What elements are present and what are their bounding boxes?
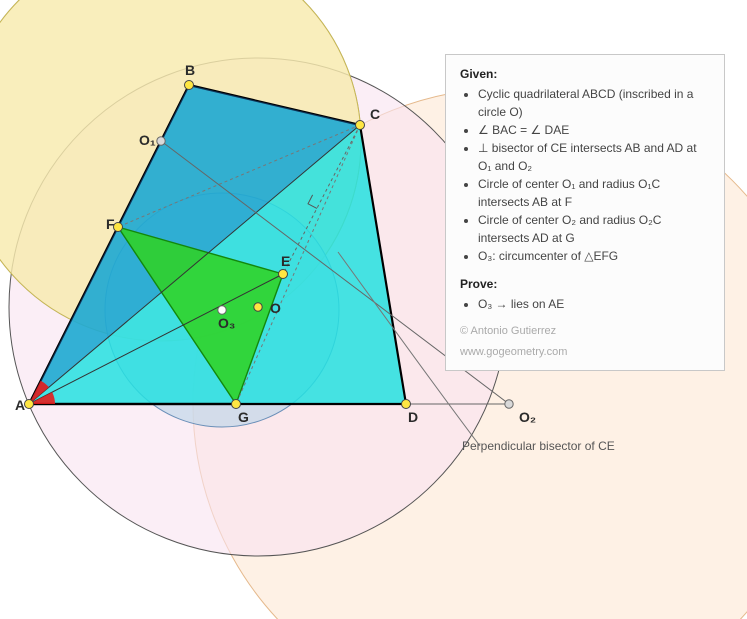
point-c	[356, 121, 365, 130]
point-d	[402, 400, 411, 409]
given-item: O₃: circumcenter of △EFG	[478, 247, 710, 265]
prove-list: O₃ → lies on AE	[460, 295, 710, 313]
point-o3	[218, 306, 226, 314]
given-heading: Given:	[460, 67, 497, 81]
given-item: Circle of center O₁ and radius O₁C inter…	[478, 175, 710, 211]
given-list: Cyclic quadrilateral ABCD (inscribed in …	[460, 85, 710, 265]
label-e: E	[281, 253, 290, 269]
label-d: D	[408, 409, 418, 425]
credit-site: www.gogeometry.com	[460, 344, 710, 361]
label-c: C	[370, 106, 380, 122]
point-o	[254, 303, 262, 311]
credit-author: © Antonio Gutierrez	[460, 323, 710, 340]
prove-heading: Prove:	[460, 277, 497, 291]
point-f	[114, 223, 123, 232]
leader-label: Perpendicular bisector of CE	[462, 439, 615, 453]
label-f: F	[106, 216, 115, 232]
label-o3: O₃	[218, 315, 235, 331]
label-o2: O₂	[519, 409, 536, 425]
label-a: A	[15, 397, 25, 413]
given-item: Cyclic quadrilateral ABCD (inscribed in …	[478, 85, 710, 121]
prove-item: O₃ → lies on AE	[478, 295, 710, 313]
given-item: Circle of center O₂ and radius O₂C inter…	[478, 211, 710, 247]
point-a	[25, 400, 34, 409]
given-item: ⊥ bisector of CE intersects AB and AD at…	[478, 139, 710, 175]
problem-statement-box: Given: Cyclic quadrilateral ABCD (inscri…	[445, 54, 725, 371]
point-e	[279, 270, 288, 279]
label-g: G	[238, 409, 249, 425]
point-o1	[157, 137, 165, 145]
label-o: O	[270, 300, 281, 316]
label-o1: O₁	[139, 132, 156, 148]
point-g	[232, 400, 241, 409]
label-b: B	[185, 62, 195, 78]
point-b	[185, 81, 194, 90]
given-item: ∠ BAC = ∠ DAE	[478, 121, 710, 139]
point-o2	[505, 400, 513, 408]
